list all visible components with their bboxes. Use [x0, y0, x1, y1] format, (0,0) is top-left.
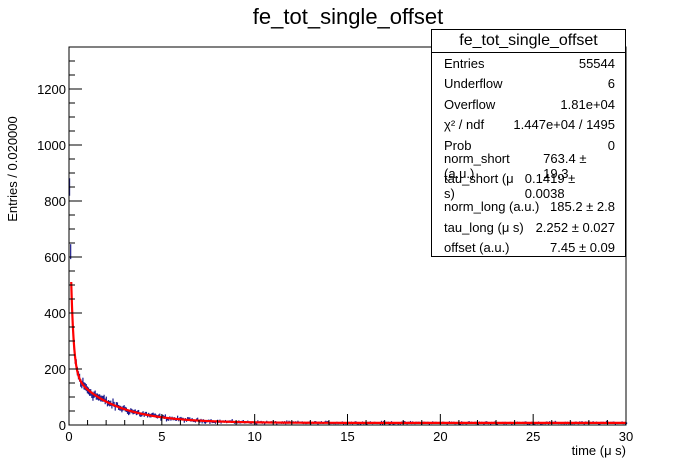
y-tick-label: 0: [59, 418, 66, 433]
stats-row-value: 7.45 ± 0.09: [550, 240, 615, 256]
stats-row-value: 0.1419 ± 0.0038: [524, 171, 576, 202]
stats-row: norm_short (a.u.) 763.4 ± 19.3: [432, 151, 625, 181]
stats-row: offset (a.u.) 7.45 ± 0.09: [432, 238, 625, 259]
stats-row-value: 763.4 ± 19.3: [543, 150, 587, 181]
stats-row-label: Overflow: [444, 96, 496, 112]
stats-row: Entries 55544: [432, 53, 625, 74]
stats-row: Prob 0: [432, 135, 625, 156]
y-axis-label: Entries / 0.020000: [5, 116, 20, 222]
y-tick-label: 200: [44, 362, 66, 377]
y-tick-label: 400: [44, 306, 66, 321]
stats-row: Underflow 6: [432, 74, 625, 95]
stats-row-value: 6: [607, 76, 615, 92]
y-tick-label: 600: [44, 250, 66, 265]
stats-row: Overflow 1.81e+04: [432, 94, 625, 115]
stats-row-label: tau_short (μ s): [444, 171, 514, 202]
stats-row-label: offset (a.u.): [444, 240, 510, 256]
fit-curve: [70, 281, 626, 425]
x-axis: 0 5 10 15 20 25 30: [65, 414, 633, 444]
y-tick-label: 1000: [37, 138, 66, 153]
stats-row-value: 0: [607, 137, 615, 153]
stats-row-label: Entries: [444, 55, 485, 71]
stats-row-value: 185.2 ± 2.8: [550, 199, 615, 215]
y-tick-label: 1200: [37, 82, 66, 97]
stats-box: fe_tot_single_offset Entries 55544 Underfl…: [431, 29, 626, 257]
stats-row: tau_short (μ s) 0.1419 ± 0.0038: [432, 171, 625, 201]
x-tick-label: 15: [340, 429, 354, 444]
x-tick-label: 10: [247, 429, 261, 444]
stats-row-label: Prob: [444, 137, 472, 153]
stats-row-value: 1.81e+04: [560, 96, 615, 112]
x-tick-label: 25: [526, 429, 540, 444]
chart-title: fe_tot_single_offset: [253, 4, 443, 29]
stats-row-label: norm_short (a.u.): [444, 150, 510, 181]
x-tick-label: 30: [619, 429, 633, 444]
y-tick-label: 800: [44, 194, 66, 209]
stats-row: χ² / ndf 1.447e+04 / 1495: [432, 115, 625, 136]
x-tick-label: 20: [433, 429, 447, 444]
stats-row-label: tau_long (μ s): [444, 219, 524, 235]
stats-row-value: 2.252 ± 0.027: [535, 219, 615, 235]
stats-row-label: norm_long (a.u.): [444, 199, 540, 215]
stats-row-value: 55544: [578, 55, 615, 71]
stats-row-value: 1.447e+04 / 1495: [513, 117, 615, 133]
y-axis: 0 200 400 600 800 1000 1200: [37, 60, 82, 433]
stats-row: tau_long (μ s) 2.252 ± 0.027: [432, 217, 625, 238]
stats-title: fe_tot_single_offset: [432, 30, 625, 53]
stats-row-label: Underflow: [444, 76, 503, 92]
x-tick-label: 0: [65, 429, 72, 444]
stats-row: norm_long (a.u.) 185.2 ± 2.8: [432, 197, 625, 218]
x-tick-label: 5: [158, 429, 165, 444]
stats-row-label: χ² / ndf: [444, 117, 485, 133]
x-axis-label: time (μ s): [572, 443, 626, 458]
